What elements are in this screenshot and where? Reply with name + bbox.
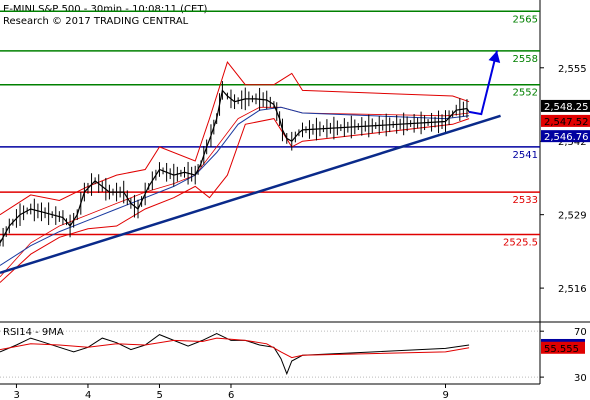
rsi-title: RSI14 - 9MA <box>3 327 64 338</box>
level-label-3: 2541 <box>513 150 538 161</box>
level-label-0: 2565 <box>513 14 538 25</box>
x-tick-label-4: 9 <box>443 390 449 400</box>
level-label-1: 2558 <box>513 54 538 65</box>
price-tag-bg-1 <box>541 114 590 127</box>
price-tag-bg-2 <box>541 130 590 143</box>
rsi-tick-label-1: 30 <box>574 373 587 384</box>
rsi-tick-label-0: 70 <box>574 327 587 338</box>
x-tick-label-3: 6 <box>228 390 234 400</box>
price-tag-label-2: 2,546.76 <box>544 132 589 143</box>
x-tick-label-2: 5 <box>156 390 162 400</box>
rsi-series-0 <box>0 332 470 376</box>
y-tick-label-0: 2,555 <box>558 64 587 75</box>
x-tick-label-0: 3 <box>13 390 19 400</box>
rsi-panel: RSI14 - 9MA 70 30 3 4 5 6 9 <box>0 327 587 400</box>
x-tick-label-1: 4 <box>85 390 91 400</box>
level-label-5: 2525.5 <box>503 237 538 248</box>
level-label-4: 2533 <box>513 195 538 206</box>
chart-title: E-MINI S&P 500 - 30min - 10:08:11 (CET) <box>3 4 207 15</box>
rsi-series-1 <box>0 337 470 359</box>
forecast-path <box>468 50 498 116</box>
chart-subtitle: Research © 2017 TRADING CENTRAL <box>3 16 189 27</box>
price-tag-label-0: 2,548.25 <box>544 102 589 113</box>
y-tick-label-2: 2,529 <box>558 211 587 222</box>
overlay: 2,548.252,547.522,546.7657.98955.555 <box>468 50 590 355</box>
y-tick-label-1: 2,542 <box>558 137 587 148</box>
forecast-arrow-head <box>488 50 501 63</box>
bollinger-lower <box>0 118 470 283</box>
price-panel: E-MINI S&P 500 - 30min - 10:08:11 (CET)R… <box>0 0 590 384</box>
rsi-tag-bg-1 <box>541 341 585 354</box>
price-tag-bg-0 <box>541 99 590 112</box>
level-label-2: 2552 <box>513 88 538 99</box>
bollinger-upper <box>0 61 470 216</box>
y-tick-label-3: 2,516 <box>558 284 587 295</box>
trendline <box>0 114 501 275</box>
price-tag-label-1: 2,547.52 <box>544 117 589 128</box>
rsi-tag-label-1: 55.555 <box>544 344 579 355</box>
